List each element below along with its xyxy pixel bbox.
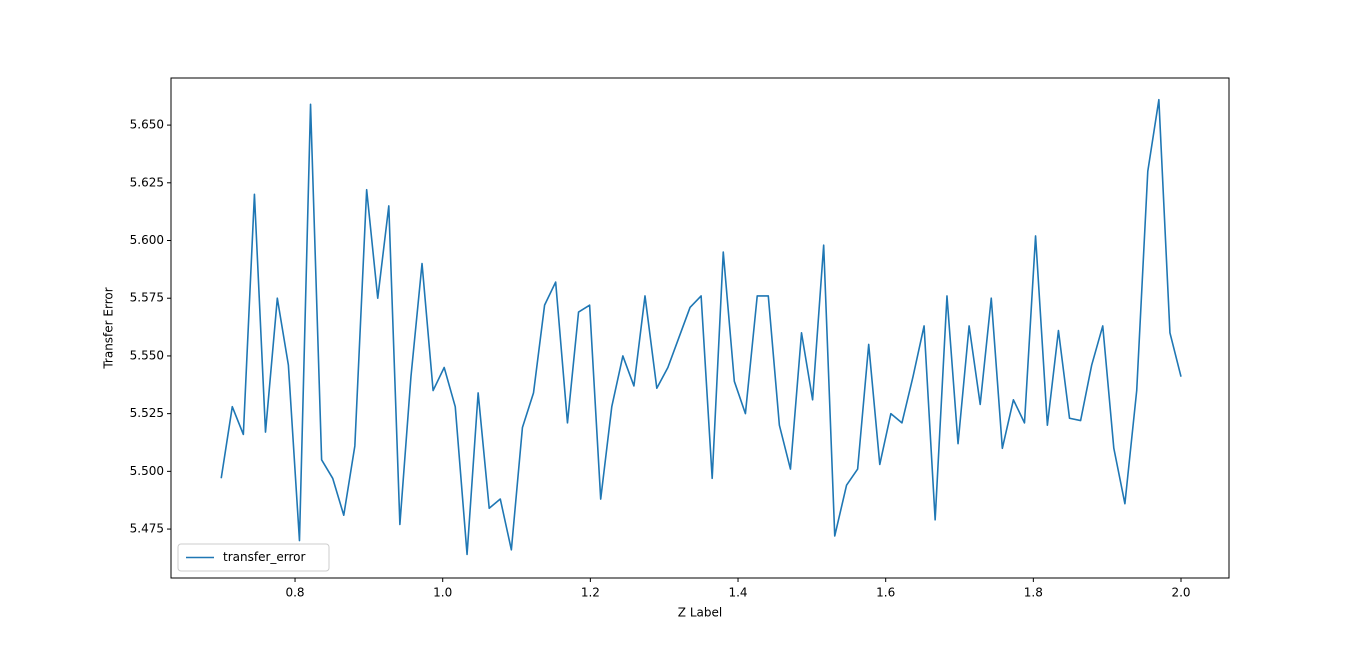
plot-frame [170, 77, 1230, 579]
y-tick-label: 5.500 [130, 464, 164, 478]
y-tick-label: 5.475 [130, 522, 164, 536]
y-tick-label: 5.575 [130, 291, 164, 305]
y-tick-label: 5.550 [130, 348, 164, 362]
y-tick-label: 5.525 [130, 406, 164, 420]
x-tick-label: 1.0 [433, 586, 452, 600]
x-axis-label: Z Label [678, 606, 722, 620]
y-tick-label: 5.625 [130, 175, 164, 189]
legend-label: transfer_error [223, 550, 306, 564]
y-tick-label: 5.600 [130, 233, 164, 247]
legend-box [177, 543, 330, 572]
x-tick-label: 1.2 [581, 586, 600, 600]
x-tick-label: 2.0 [1171, 586, 1190, 600]
x-tick-label: 1.4 [728, 586, 747, 600]
x-tick-label: 0.8 [285, 586, 304, 600]
x-tick-label: 1.8 [1024, 586, 1043, 600]
y-axis-label: Transfer Error [102, 287, 116, 369]
y-tick-label: 5.650 [130, 118, 164, 132]
x-tick-label: 1.6 [876, 586, 895, 600]
data-line [220, 98, 1182, 556]
